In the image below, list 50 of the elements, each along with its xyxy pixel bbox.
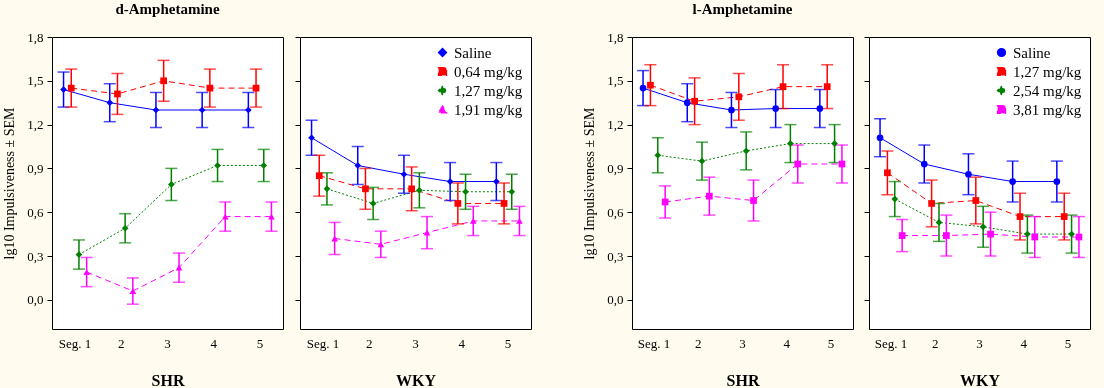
- y-tick-label: 0,9: [27, 160, 44, 176]
- y-tick-label: 1,2: [27, 117, 44, 133]
- x-axis-title: WKY: [960, 371, 1001, 388]
- y-tick-label: 0,6: [27, 204, 44, 220]
- legend-label: 2,54 mg/kg: [1013, 82, 1082, 99]
- y-tick-label: 1,5: [27, 73, 44, 89]
- x-tick-label: 2: [932, 335, 939, 351]
- y-tick-label: 0,0: [607, 292, 624, 308]
- x-tick-label: 4: [210, 335, 218, 351]
- x-tick-label: 4: [783, 335, 791, 351]
- y-tick-label: 0,0: [27, 292, 44, 308]
- legend-label: 1,91 mg/kg: [454, 101, 523, 118]
- x-tick-label: 5: [256, 335, 264, 351]
- x-tick-label: 5: [1064, 335, 1072, 351]
- y-tick-label: 1,8: [27, 29, 44, 45]
- y-tick-label: 0,3: [607, 248, 624, 264]
- x-tick-label: Seg. 1: [306, 335, 340, 351]
- x-tick-label: 5: [504, 335, 512, 351]
- y-tick-label: 1,8: [607, 29, 624, 45]
- x-tick-label: 5: [827, 335, 835, 351]
- x-tick-label: Seg. 1: [637, 335, 671, 351]
- x-tick-label: 2: [118, 335, 125, 351]
- x-tick-label: Seg. 1: [58, 335, 92, 351]
- x-axis-title: WKY: [396, 371, 437, 388]
- legend-label: 0,64 mg/kg: [454, 63, 523, 80]
- chart-title: d-Amphetamine: [115, 1, 220, 17]
- legend-label: 3,81 mg/kg: [1013, 101, 1082, 118]
- x-tick-label: 3: [739, 335, 746, 351]
- chart-title: l-Amphetamine: [692, 1, 793, 17]
- y-axis-title: lg10 Impulsiveness ± SEM: [2, 106, 18, 260]
- y-tick-label: 1,2: [607, 117, 624, 133]
- legend-label: Saline: [454, 44, 492, 61]
- x-tick-label: 4: [1020, 335, 1028, 351]
- y-tick-label: 0,9: [607, 160, 624, 176]
- x-tick-label: 3: [976, 335, 983, 351]
- x-tick-label: 4: [458, 335, 466, 351]
- x-axis-title: SHR: [726, 371, 760, 388]
- y-axis-title: lg10 Impulsiveness ± SEM: [582, 106, 598, 260]
- y-tick-label: 1,5: [607, 73, 624, 89]
- legend-label: Saline: [1013, 44, 1051, 61]
- legend-label: 1,27 mg/kg: [1013, 63, 1082, 80]
- x-tick-label: 3: [412, 335, 419, 351]
- x-tick-label: Seg. 1: [874, 335, 908, 351]
- x-tick-label: 2: [366, 335, 373, 351]
- y-tick-label: 0,3: [27, 248, 44, 264]
- x-axis-title: SHR: [151, 371, 185, 388]
- y-tick-label: 0,6: [607, 204, 624, 220]
- x-tick-label: 3: [164, 335, 171, 351]
- x-tick-label: 2: [695, 335, 702, 351]
- legend-label: 1,27 mg/kg: [454, 82, 523, 99]
